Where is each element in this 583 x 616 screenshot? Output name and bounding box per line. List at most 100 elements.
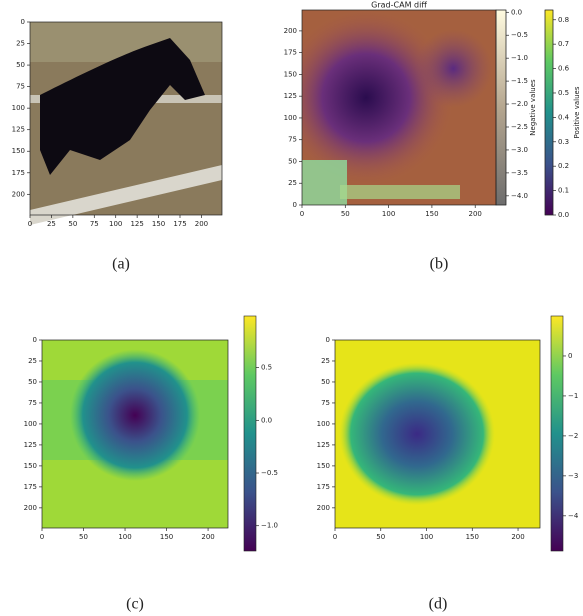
y-tick-label: 50 bbox=[16, 61, 25, 69]
y-tick-label: 125 bbox=[12, 126, 25, 134]
colorbar-tick-label: −0.5 bbox=[511, 31, 528, 39]
y-tick-label: 50 bbox=[321, 378, 330, 386]
colorbar-tick-label: −2 bbox=[568, 432, 578, 440]
x-tick-label: 100 bbox=[420, 533, 433, 541]
x-tick-label: 0 bbox=[333, 533, 337, 541]
x-tick-label: 200 bbox=[511, 533, 524, 541]
colorbar-frame bbox=[243, 315, 257, 552]
y-tick-label: 25 bbox=[288, 179, 297, 187]
caption: (b) bbox=[430, 256, 449, 273]
colorbar-label: Positive values bbox=[573, 86, 581, 138]
y-tick-label: 150 bbox=[24, 462, 37, 470]
y-tick-label: 100 bbox=[12, 104, 25, 112]
y-tick-label: 150 bbox=[317, 462, 330, 470]
x-tick-label: 50 bbox=[68, 220, 77, 228]
colorbar-tick-label: 0 bbox=[568, 352, 572, 360]
y-tick-label: 175 bbox=[24, 483, 37, 491]
caption: (d) bbox=[429, 596, 448, 613]
x-tick-label: 200 bbox=[201, 533, 214, 541]
colorbar-frame bbox=[544, 9, 554, 216]
heatmap bbox=[42, 316, 256, 551]
y-tick-label: 75 bbox=[321, 399, 330, 407]
x-tick-label: 150 bbox=[160, 533, 173, 541]
colorbar-tick-label: −0.5 bbox=[261, 469, 278, 477]
y-tick-label: 125 bbox=[24, 441, 37, 449]
y-tick-label: 200 bbox=[284, 27, 297, 35]
colorbar-tick-label: 0.0 bbox=[511, 8, 522, 16]
y-tick-label: 125 bbox=[317, 441, 330, 449]
colorbar-tick-label: −4 bbox=[568, 512, 579, 520]
heatmap bbox=[302, 9, 554, 216]
colorbar-tick-label: 0.4 bbox=[558, 113, 570, 121]
colorbar-tick-label: 0.0 bbox=[261, 416, 272, 424]
heatmap bbox=[335, 316, 563, 551]
axes-frame bbox=[334, 339, 541, 529]
y-tick-label: 200 bbox=[12, 190, 25, 198]
y-tick-label: 0 bbox=[33, 336, 37, 344]
x-tick-label: 125 bbox=[130, 220, 143, 228]
x-tick-label: 150 bbox=[466, 533, 479, 541]
x-tick-label: 50 bbox=[341, 210, 350, 218]
x-tick-label: 75 bbox=[90, 220, 99, 228]
colorbar-label: Negative values bbox=[529, 79, 537, 136]
panel-title: Grad-CAM diff bbox=[371, 1, 427, 10]
colorbar-tick-label: −3 bbox=[568, 472, 578, 480]
y-tick-label: 200 bbox=[317, 504, 330, 512]
colorbar-tick-label: −4.0 bbox=[511, 192, 528, 200]
y-tick-label: 25 bbox=[16, 40, 25, 48]
x-tick-label: 100 bbox=[382, 210, 395, 218]
colorbar-tick-label: 0.7 bbox=[558, 40, 569, 48]
y-tick-label: 0 bbox=[21, 18, 25, 26]
x-tick-label: 100 bbox=[109, 220, 122, 228]
y-tick-label: 125 bbox=[284, 92, 297, 100]
x-tick-label: 175 bbox=[173, 220, 186, 228]
colorbar-tick-label: 0.8 bbox=[558, 16, 569, 24]
colorbar-tick-label: −3.0 bbox=[511, 146, 528, 154]
colorbar-tick-label: 0.6 bbox=[558, 65, 570, 73]
colorbar-tick-label: 0.3 bbox=[558, 138, 569, 146]
y-tick-label: 150 bbox=[12, 147, 25, 155]
x-tick-label: 200 bbox=[195, 220, 208, 228]
colorbar-tick-label: 0.0 bbox=[558, 211, 569, 219]
caption: (a) bbox=[112, 256, 130, 273]
y-tick-label: 200 bbox=[24, 504, 37, 512]
x-tick-label: 50 bbox=[376, 533, 385, 541]
colorbar-tick-label: −1.0 bbox=[261, 522, 278, 530]
x-tick-label: 150 bbox=[425, 210, 438, 218]
colorbar-tick-label: −2.0 bbox=[511, 100, 528, 108]
photo bbox=[30, 22, 222, 225]
y-tick-label: 25 bbox=[28, 357, 37, 365]
colorbar-tick-label: 0.1 bbox=[558, 187, 569, 195]
y-tick-label: 175 bbox=[12, 169, 25, 177]
colorbar-frame bbox=[550, 315, 564, 552]
y-tick-label: 75 bbox=[16, 83, 25, 91]
x-tick-label: 150 bbox=[152, 220, 165, 228]
colorbar-tick-label: −1.5 bbox=[511, 77, 528, 85]
y-tick-label: 25 bbox=[321, 357, 330, 365]
axes-frame bbox=[41, 339, 229, 529]
colorbar-tick-label: −3.5 bbox=[511, 169, 528, 177]
y-tick-label: 175 bbox=[317, 483, 330, 491]
x-tick-label: 50 bbox=[79, 533, 88, 541]
y-tick-label: 100 bbox=[317, 420, 330, 428]
y-tick-label: 75 bbox=[288, 136, 297, 144]
y-tick-label: 0 bbox=[326, 336, 330, 344]
colorbar-tick-label: 0.5 bbox=[558, 89, 569, 97]
colorbar-tick-label: 0.2 bbox=[558, 162, 569, 170]
y-tick-label: 50 bbox=[28, 378, 37, 386]
colorbar-frame bbox=[495, 9, 507, 206]
colorbar-tick-label: 0.5 bbox=[261, 364, 272, 372]
y-tick-label: 0 bbox=[293, 201, 297, 209]
x-tick-label: 200 bbox=[469, 210, 482, 218]
y-tick-label: 150 bbox=[284, 70, 297, 78]
colorbar-tick-label: −1 bbox=[568, 392, 578, 400]
y-tick-label: 75 bbox=[28, 399, 37, 407]
x-tick-label: 25 bbox=[47, 220, 56, 228]
colorbar-tick-label: −2.5 bbox=[511, 123, 528, 131]
axes-frame bbox=[29, 21, 223, 216]
x-tick-label: 0 bbox=[40, 533, 44, 541]
x-tick-label: 100 bbox=[118, 533, 131, 541]
y-tick-label: 175 bbox=[284, 49, 297, 57]
